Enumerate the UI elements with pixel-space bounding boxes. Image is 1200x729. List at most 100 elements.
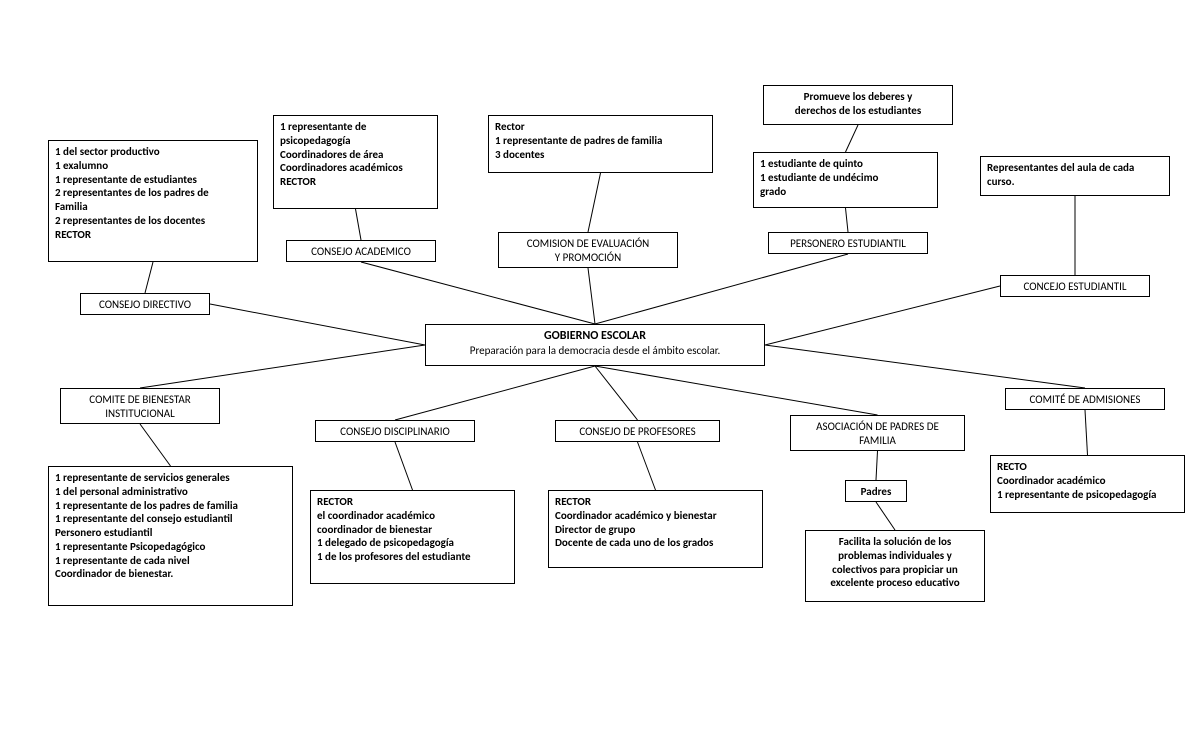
edge [588, 268, 595, 324]
edge [638, 442, 656, 490]
text-line: curso. [987, 175, 1163, 189]
node-personero-detail-mid: 1 estudiante de quinto1 estudiante de un… [753, 152, 938, 208]
node-comite-admisiones-label: COMITÉ DE ADMISIONES [1005, 388, 1165, 410]
text-line: CONCEJO ESTUDIANTIL [1007, 280, 1143, 294]
text-line: 1 representante de psicopedagogía [997, 488, 1178, 502]
text-line: Y PROMOCIÓN [505, 251, 671, 265]
text-line: 2 representantes de los padres de [55, 186, 251, 200]
text-line: 1 representante de padres de familia [495, 134, 706, 148]
node-consejo-profesores-label: CONSEJO DE PROFESORES [555, 420, 720, 442]
text-line: RECTOR [317, 495, 508, 509]
text-line: Rector [495, 120, 706, 134]
text-line: CONSEJO DIRECTIVO [87, 298, 203, 312]
diagram-stage: { "type": "flowchart", "canvas": { "widt… [0, 0, 1200, 729]
edge [765, 286, 1000, 345]
text-line: FAMILIA [797, 434, 958, 448]
edge [595, 366, 878, 415]
node-consejo-profesores-detail: RECTORCoordinador académico y bienestarD… [548, 490, 763, 568]
node-gobierno-escolar: GOBIERNO ESCOLAR Preparación para la dem… [425, 324, 765, 366]
edge [876, 451, 878, 480]
text-line: RECTO [997, 460, 1178, 474]
edge [595, 366, 638, 420]
text-line: 1 representante Psicopedagógico [55, 540, 286, 554]
text-line: 1 representante de servicios generales [55, 471, 286, 485]
text-line: coordinador de bienestar [317, 523, 508, 537]
text-line: 1 delegado de psicopedagogía [317, 536, 508, 550]
edge [145, 262, 153, 293]
text-line: CONSEJO DISCIPLINARIO [322, 425, 468, 439]
text-line: derechos de los estudiantes [770, 104, 946, 118]
node-consejo-academico-label: CONSEJO ACADEMICO [286, 240, 436, 262]
text-line: CONSEJO ACADEMICO [293, 245, 429, 259]
edge [395, 442, 413, 490]
edge [588, 173, 601, 232]
text-line: 1 representante de estudiantes [55, 173, 251, 187]
node-asociacion-padres-mid: Padres [845, 480, 907, 502]
edge [140, 424, 171, 466]
text-line: ASOCIACIÓN DE PADRES DE [797, 420, 958, 434]
edge [140, 345, 425, 388]
text-line: PERSONERO ESTUDIANTIL [775, 237, 921, 251]
text-line: Coordinadores académicos [280, 161, 431, 175]
text-line: 1 estudiante de undécimo [760, 171, 931, 185]
node-comision-evaluacion-detail: Rector1 representante de padres de famil… [488, 115, 713, 173]
node-comision-evaluacion-label: COMISION DE EVALUACIÓNY PROMOCIÓN [498, 232, 678, 268]
edge [395, 366, 595, 420]
text-line: Familia [55, 200, 251, 214]
text-line: Representantes del aula de cada [987, 161, 1163, 175]
text-line: problemas individuales y [812, 549, 978, 563]
edge [846, 125, 859, 152]
node-comite-bienestar-label: COMITE DE BIENESTARINSTITUCIONAL [60, 388, 220, 424]
text-line: Coordinador académico [997, 474, 1178, 488]
edge [210, 304, 425, 345]
text-line: RECTOR [55, 228, 251, 242]
text-line: Padres [852, 485, 900, 499]
text-line: grado [760, 185, 931, 199]
node-concejo-estudiantil-label: CONCEJO ESTUDIANTIL [1000, 275, 1150, 297]
text-line: Coordinador de bienestar. [55, 567, 286, 581]
text-line: 1 representante del consejo estudiantil [55, 512, 286, 526]
node-comite-bienestar-detail: 1 representante de servicios generales1 … [48, 466, 293, 606]
edge [846, 208, 849, 232]
text-line: Coordinadores de área [280, 148, 431, 162]
text-line: el coordinador académico [317, 509, 508, 523]
text-line: colectivos para propiciar un [812, 563, 978, 577]
node-comite-admisiones-detail: RECTOCoordinador académico1 representant… [990, 455, 1185, 513]
text-line: COMITÉ DE ADMISIONES [1012, 393, 1158, 407]
text-line: Director de grupo [555, 523, 756, 537]
text-line: CONSEJO DE PROFESORES [562, 425, 713, 439]
text-line: RECTOR [280, 175, 431, 189]
text-line: psicopedagogía [280, 134, 431, 148]
text-line: 2 representantes de los docentes [55, 214, 251, 228]
text-line: Personero estudiantil [55, 526, 286, 540]
text-line: 1 representante de cada nivel [55, 554, 286, 568]
text-line: 1 del sector productivo [55, 145, 251, 159]
node-consejo-academico-detail: 1 representante depsicopedagogíaCoordina… [273, 115, 438, 209]
text-line: RECTOR [555, 495, 756, 509]
text-line: 3 docentes [495, 148, 706, 162]
edge [765, 345, 1085, 388]
text-line: INSTITUCIONAL [67, 407, 213, 421]
edge [876, 502, 895, 530]
node-consejo-directivo-detail: 1 del sector productivo1 exalumno1 repre… [48, 140, 258, 262]
center-subtitle: Preparación para la democracia desde el … [432, 344, 758, 358]
text-line: Promueve los deberes y [770, 90, 946, 104]
text-line: 1 estudiante de quinto [760, 157, 931, 171]
text-line: 1 de los profesores del estudiante [317, 550, 508, 564]
text-line: excelente proceso educativo [812, 576, 978, 590]
text-line: 1 del personal administrativo [55, 485, 286, 499]
text-line: 1 representante de los padres de familia [55, 499, 286, 513]
node-personero-detail-top: Promueve los deberes yderechos de los es… [763, 85, 953, 125]
text-line: Docente de cada uno de los grados [555, 536, 756, 550]
node-personero-label: PERSONERO ESTUDIANTIL [768, 232, 928, 254]
node-asociacion-padres-label: ASOCIACIÓN DE PADRES DEFAMILIA [790, 415, 965, 451]
edge [1085, 410, 1088, 455]
text-line: Coordinador académico y bienestar [555, 509, 756, 523]
node-concejo-estudiantil-detail: Representantes del aula de cadacurso. [980, 156, 1170, 196]
text-line: COMITE DE BIENESTAR [67, 393, 213, 407]
node-consejo-disciplinario-detail: RECTORel coordinador académicocoordinado… [310, 490, 515, 584]
text-line: 1 exalumno [55, 159, 251, 173]
node-asociacion-padres-detail: Facilita la solución de losproblemas ind… [805, 530, 985, 602]
node-consejo-directivo-label: CONSEJO DIRECTIVO [80, 293, 210, 315]
text-line: Facilita la solución de los [812, 535, 978, 549]
